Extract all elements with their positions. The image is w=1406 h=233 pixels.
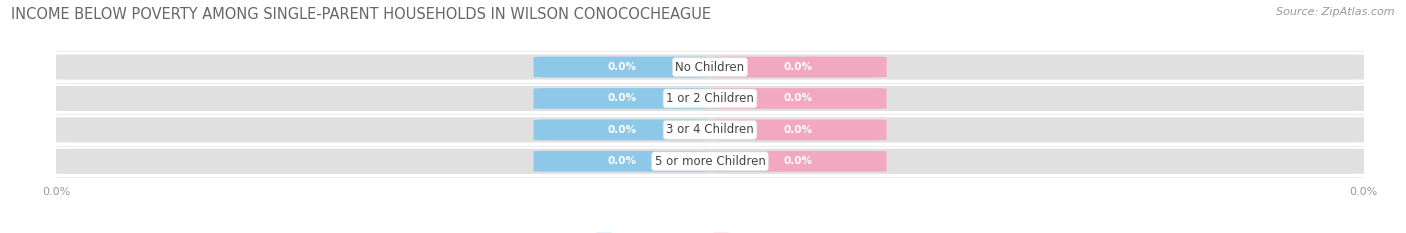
- Text: 0.0%: 0.0%: [783, 93, 813, 103]
- Text: 0.0%: 0.0%: [607, 156, 637, 166]
- FancyBboxPatch shape: [710, 151, 887, 172]
- FancyBboxPatch shape: [533, 120, 710, 140]
- FancyBboxPatch shape: [533, 88, 710, 109]
- Text: 1 or 2 Children: 1 or 2 Children: [666, 92, 754, 105]
- Text: 0.0%: 0.0%: [783, 125, 813, 135]
- Text: Source: ZipAtlas.com: Source: ZipAtlas.com: [1277, 7, 1395, 17]
- FancyBboxPatch shape: [533, 57, 710, 77]
- FancyBboxPatch shape: [710, 88, 887, 109]
- FancyBboxPatch shape: [44, 149, 1376, 174]
- Text: 3 or 4 Children: 3 or 4 Children: [666, 123, 754, 136]
- Text: No Children: No Children: [675, 61, 745, 74]
- Text: 0.0%: 0.0%: [607, 62, 637, 72]
- Text: 0.0%: 0.0%: [783, 156, 813, 166]
- FancyBboxPatch shape: [44, 55, 1376, 80]
- Text: 0.0%: 0.0%: [607, 125, 637, 135]
- FancyBboxPatch shape: [44, 117, 1376, 142]
- FancyBboxPatch shape: [44, 86, 1376, 111]
- FancyBboxPatch shape: [710, 57, 887, 77]
- Text: 5 or more Children: 5 or more Children: [655, 155, 765, 168]
- Text: 0.0%: 0.0%: [783, 62, 813, 72]
- Text: 0.0%: 0.0%: [607, 93, 637, 103]
- FancyBboxPatch shape: [710, 120, 887, 140]
- Text: INCOME BELOW POVERTY AMONG SINGLE-PARENT HOUSEHOLDS IN WILSON CONOCOCHEAGUE: INCOME BELOW POVERTY AMONG SINGLE-PARENT…: [11, 7, 711, 22]
- FancyBboxPatch shape: [533, 151, 710, 172]
